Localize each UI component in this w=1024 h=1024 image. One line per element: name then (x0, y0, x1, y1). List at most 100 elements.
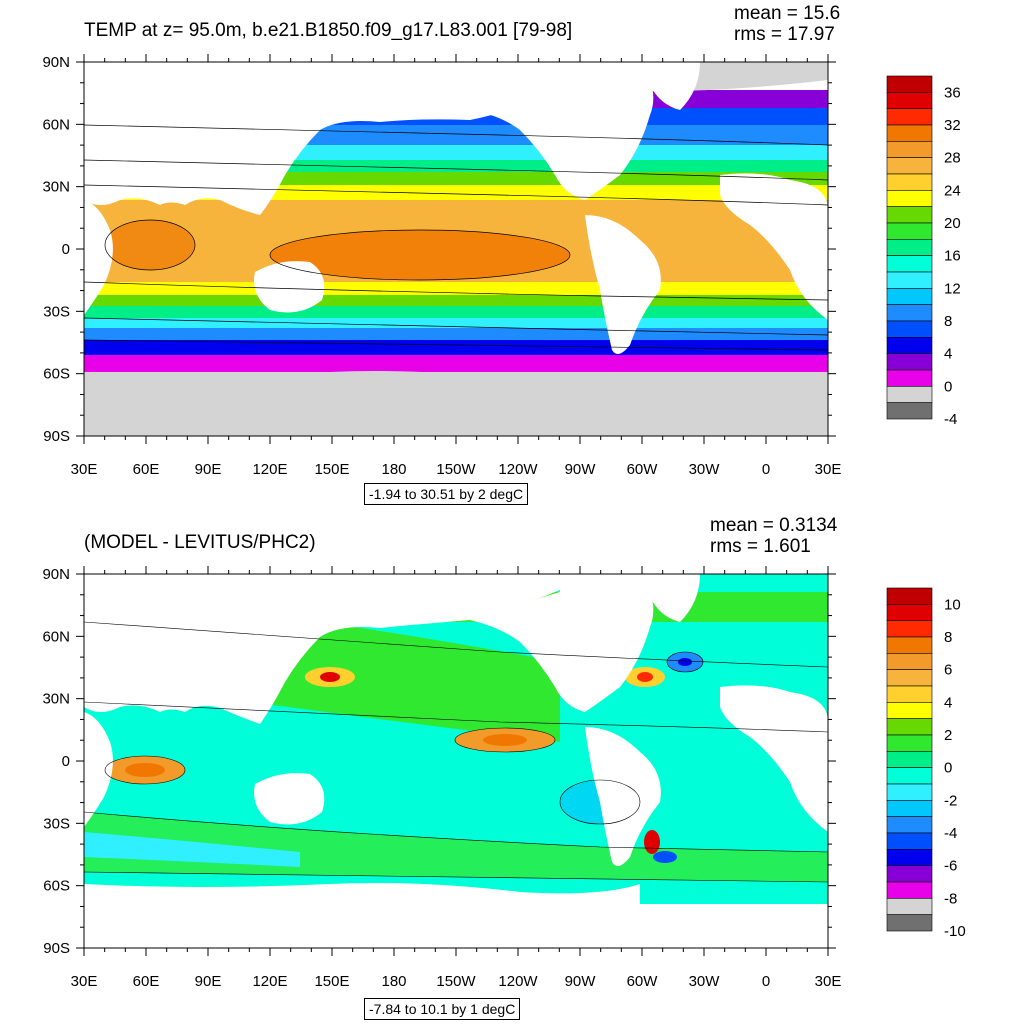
panel-title: (MODEL - LEVITUS/PHC2) (84, 532, 316, 553)
rms-value: rms = 1.601 (710, 536, 811, 557)
colorbar-swatch (886, 767, 933, 785)
lon-tick-label: 30W (689, 973, 721, 990)
colorbar-swatch (886, 620, 933, 638)
colorbar-swatch (886, 190, 933, 207)
colorbar-swatch (886, 849, 933, 866)
lat-tick-label: 60N (42, 116, 70, 133)
lon-tick-label: 180 (381, 461, 406, 478)
colorbar-swatch (886, 881, 933, 899)
difference-panel: (MODEL - LEVITUS/PHC2) mean = 0.3134 rms… (0, 512, 1024, 1024)
mean-value: mean = 15.6 (734, 3, 841, 24)
lon-tick-label: 180 (381, 973, 406, 990)
colorbar-swatch (886, 636, 933, 654)
lon-tick-label: 120W (498, 973, 538, 990)
colorbar-label: 20 (944, 215, 961, 232)
lon-tick-label: 60W (627, 973, 659, 990)
colorbar-swatch (886, 369, 933, 387)
colorbar-label: -10 (944, 923, 966, 940)
lat-tick-label: 30N (42, 691, 70, 708)
colorbar-swatch (886, 783, 933, 801)
lon-tick-label: 120E (252, 973, 287, 990)
colorbar-label: 12 (944, 280, 961, 297)
lon-tick-label: 150E (314, 973, 349, 990)
colorbar-label: 0 (944, 760, 952, 777)
colorbar-swatch (886, 108, 933, 126)
lat-tick-label: 30S (43, 815, 70, 832)
lon-tick-label: 90E (195, 461, 222, 478)
colorbar-swatch (886, 173, 933, 191)
temperature-field (84, 62, 828, 436)
lon-tick-label: 150W (436, 461, 476, 478)
lon-tick-label: 60E (133, 461, 160, 478)
lat-tick-label: 0 (62, 753, 70, 770)
colorbar-swatch (886, 320, 933, 338)
colorbar-swatch (886, 718, 933, 736)
mean-value: mean = 0.3134 (710, 515, 838, 536)
temperature-colorbar: 36 32 28 24 20 16 12 8 4 0 -4 (886, 75, 961, 428)
colorbar-swatch (886, 386, 933, 403)
colorbar-swatch (886, 832, 933, 850)
lat-tick-label: 60N (42, 628, 70, 645)
colorbar-swatch (886, 685, 933, 703)
colorbar-label: 24 (944, 182, 961, 199)
colorbar-swatch (886, 402, 933, 420)
lat-tick-label: 60S (43, 878, 70, 895)
colorbar-swatch (886, 124, 933, 142)
colorbar-swatch (886, 157, 933, 175)
colorbar-swatch (886, 141, 933, 158)
colorbar-label: -8 (944, 890, 957, 907)
colorbar-label: 16 (944, 248, 961, 265)
lon-tick-label: 30W (689, 461, 721, 478)
lon-tick-label: 90E (195, 973, 222, 990)
lon-tick-label: 30E (71, 973, 98, 990)
colorbar-swatch (886, 304, 933, 322)
lon-tick-label: 150W (436, 973, 476, 990)
colorbar-label: -4 (944, 825, 957, 842)
temperature-panel: TEMP at z= 95.0m, b.e21.B1850.f09_g17.L8… (42, 3, 961, 505)
colorbar-swatch (886, 816, 933, 834)
colorbar-swatch (886, 222, 933, 240)
colorbar-label: 28 (944, 150, 961, 167)
colorbar-swatch (886, 734, 933, 752)
lon-tick-label: 90W (565, 461, 597, 478)
colorbar-swatch (886, 702, 933, 719)
difference-field (84, 574, 828, 948)
lon-tick-label: 0 (762, 461, 770, 478)
colorbar-swatch (886, 669, 933, 687)
lat-tick-label: 90S (43, 940, 70, 957)
panel-title: TEMP at z= 95.0m, b.e21.B1850.f09_g17.L8… (84, 20, 573, 41)
colorbar-label: -2 (944, 792, 957, 809)
rms-value: rms = 17.97 (734, 24, 835, 45)
colorbar-swatch (886, 898, 933, 915)
lon-tick-label: 150E (314, 461, 349, 478)
colorbar-swatch (886, 337, 933, 354)
colorbar-swatch (886, 239, 933, 256)
lon-tick-label: 30E (71, 461, 98, 478)
colorbar-swatch (886, 914, 933, 932)
colorbar-swatch (886, 587, 933, 605)
colorbar-swatch (886, 353, 933, 371)
colorbar-swatch (886, 653, 933, 670)
difference-colorbar: 10 8 6 4 2 0 -2 -4 -6 -8 -10 (886, 587, 966, 940)
colorbar-swatch (886, 271, 933, 289)
lon-tick-label: 120W (498, 461, 538, 478)
lat-tick-label: 0 (62, 241, 70, 258)
colorbar-label: 10 (944, 596, 961, 613)
colorbar-label: 8 (944, 629, 952, 646)
colorbar-label: 4 (944, 694, 952, 711)
lat-tick-label: 90S (43, 428, 70, 445)
lon-tick-label: 30E (815, 973, 842, 990)
lat-tick-label: 90N (42, 566, 70, 583)
colorbar-label: 2 (944, 727, 952, 744)
colorbar-label: -6 (944, 858, 957, 875)
colorbar-label: 36 (944, 84, 961, 101)
lon-tick-label: 0 (762, 973, 770, 990)
lat-tick-label: 90N (42, 54, 70, 71)
colorbar-label: -4 (944, 411, 957, 428)
lon-tick-label: 60E (133, 973, 160, 990)
lat-tick-label: 60S (43, 366, 70, 383)
colorbar-label: 4 (944, 346, 952, 363)
